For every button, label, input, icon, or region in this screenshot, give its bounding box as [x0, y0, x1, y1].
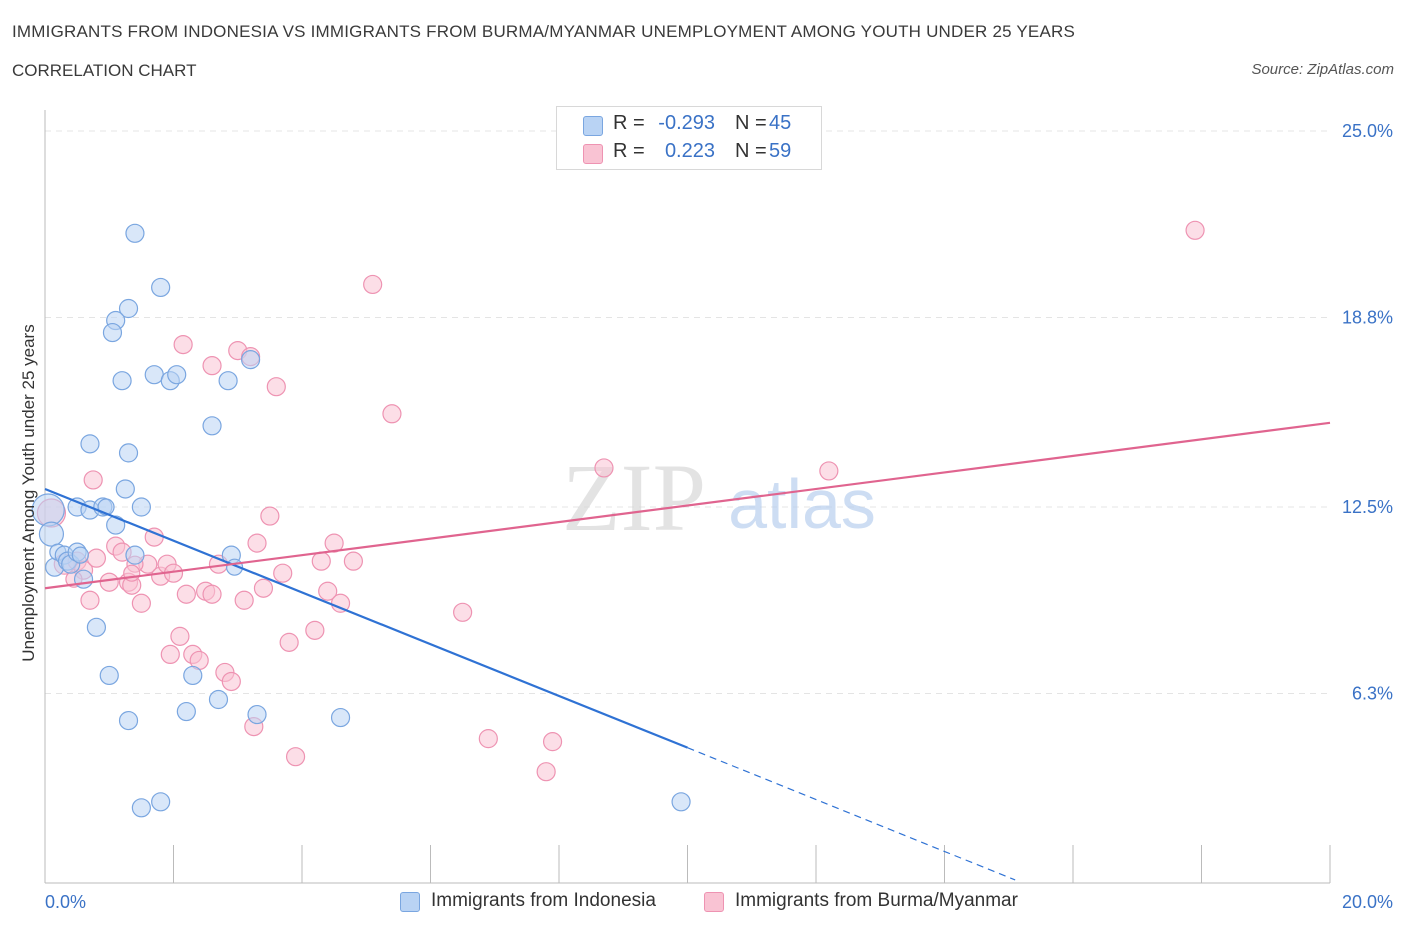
series-swatch-indonesia	[400, 892, 420, 912]
grid-lines	[45, 130, 1330, 695]
legend-n-label: N =	[735, 112, 767, 134]
x-tick-label: 0.0%	[45, 892, 86, 912]
series-swatch-burma	[704, 892, 724, 912]
point-burma	[221, 671, 241, 692]
point-burma	[260, 506, 280, 526]
points-burma	[36, 220, 1205, 782]
point-indonesia	[106, 515, 126, 535]
point-indonesia	[131, 798, 151, 818]
point-indonesia	[151, 792, 171, 812]
legend-n-label: N =	[735, 140, 767, 162]
y-tick-label: 25.0%	[1342, 121, 1393, 141]
point-burma	[173, 334, 193, 355]
point-indonesia	[38, 521, 65, 547]
point-burma	[176, 584, 196, 604]
point-indonesia	[167, 365, 187, 385]
point-indonesia	[86, 617, 107, 637]
legend-swatch-burma	[583, 144, 603, 164]
y-tick-label: 12.5%	[1342, 497, 1393, 517]
point-burma	[83, 470, 103, 490]
trend-line-indonesia-extension	[687, 747, 1016, 881]
point-indonesia	[151, 277, 171, 298]
series-name-indonesia: Immigrants from Indonesia	[431, 890, 656, 911]
point-burma	[131, 593, 151, 613]
point-indonesia	[176, 701, 196, 722]
point-indonesia	[73, 569, 94, 589]
point-burma	[594, 458, 614, 478]
point-burma	[279, 632, 299, 652]
trend-lines	[44, 421, 1331, 881]
point-burma	[285, 747, 306, 767]
point-indonesia	[80, 434, 100, 454]
point-indonesia	[118, 443, 139, 463]
watermark-atlas: atlas	[728, 465, 876, 543]
point-burma	[1185, 220, 1205, 240]
chart-subtitle: CORRELATION CHART	[12, 61, 197, 80]
point-burma	[170, 626, 190, 646]
point-burma	[536, 762, 556, 782]
point-burma	[382, 404, 402, 424]
point-indonesia	[131, 497, 151, 517]
chart-title: IMMIGRANTS FROM INDONESIA VS IMMIGRANTS …	[12, 22, 1076, 41]
point-indonesia	[183, 665, 203, 686]
point-indonesia	[218, 371, 238, 391]
y-tick-label: 18.8%	[1342, 308, 1393, 328]
point-burma	[247, 533, 267, 553]
point-burma	[253, 578, 274, 598]
legend-r-value-indonesia: -0.293	[658, 112, 715, 134]
x-tick-label: 20.0%	[1342, 892, 1393, 912]
point-burma	[273, 563, 293, 583]
points-indonesia	[31, 223, 691, 818]
y-axis-label: Unemployment Among Youth under 25 years	[19, 324, 38, 661]
legend-r-label: R =	[613, 112, 645, 134]
point-indonesia	[671, 792, 691, 812]
point-indonesia	[118, 710, 139, 731]
tick-labels: 6.3% 12.5% 18.8% 25.0% 0.0% 20.0%	[45, 121, 1393, 912]
point-indonesia	[71, 546, 89, 564]
legend-r-label: R =	[613, 140, 645, 162]
point-burma	[86, 548, 107, 568]
point-burma	[266, 377, 286, 397]
series-name-burma: Immigrants from Burma/Myanmar	[735, 890, 1018, 911]
point-indonesia	[102, 322, 123, 343]
point-indonesia	[99, 665, 119, 686]
point-burma	[234, 590, 254, 610]
legend-n-value-burma: 59	[769, 140, 792, 162]
point-indonesia	[330, 707, 351, 728]
point-indonesia	[115, 479, 135, 499]
point-burma	[453, 602, 473, 622]
point-burma	[305, 620, 325, 640]
legend-box: R = -0.293 N = 45 R = 0.223 N = 59	[556, 106, 822, 170]
watermark-zip: ZIP	[562, 444, 706, 551]
point-indonesia	[144, 365, 164, 385]
trend-line-burma	[44, 421, 1331, 590]
legend-n-value-indonesia: 45	[769, 112, 792, 134]
point-indonesia	[247, 704, 267, 725]
point-burma	[363, 274, 383, 295]
point-burma	[202, 356, 222, 376]
point-indonesia	[125, 223, 145, 243]
legend-r-value-burma: 0.223	[664, 140, 715, 162]
point-indonesia	[112, 371, 132, 391]
point-indonesia	[208, 689, 229, 710]
point-burma	[318, 581, 338, 601]
point-burma	[819, 461, 839, 481]
point-burma	[99, 572, 119, 592]
point-indonesia	[118, 298, 139, 319]
point-burma	[160, 644, 180, 665]
point-indonesia	[125, 545, 145, 565]
point-indonesia	[241, 350, 261, 370]
point-burma	[343, 551, 363, 571]
point-burma	[80, 590, 100, 610]
y-tick-label: 6.3%	[1352, 684, 1393, 704]
legend-swatch-indonesia	[583, 116, 603, 136]
point-burma	[311, 551, 331, 571]
point-indonesia	[202, 416, 222, 436]
point-burma	[542, 732, 563, 752]
trend-line-indonesia	[44, 487, 688, 749]
point-burma	[202, 584, 222, 604]
point-burma	[478, 729, 498, 749]
source-label: Source: ZipAtlas.com	[1251, 61, 1394, 78]
